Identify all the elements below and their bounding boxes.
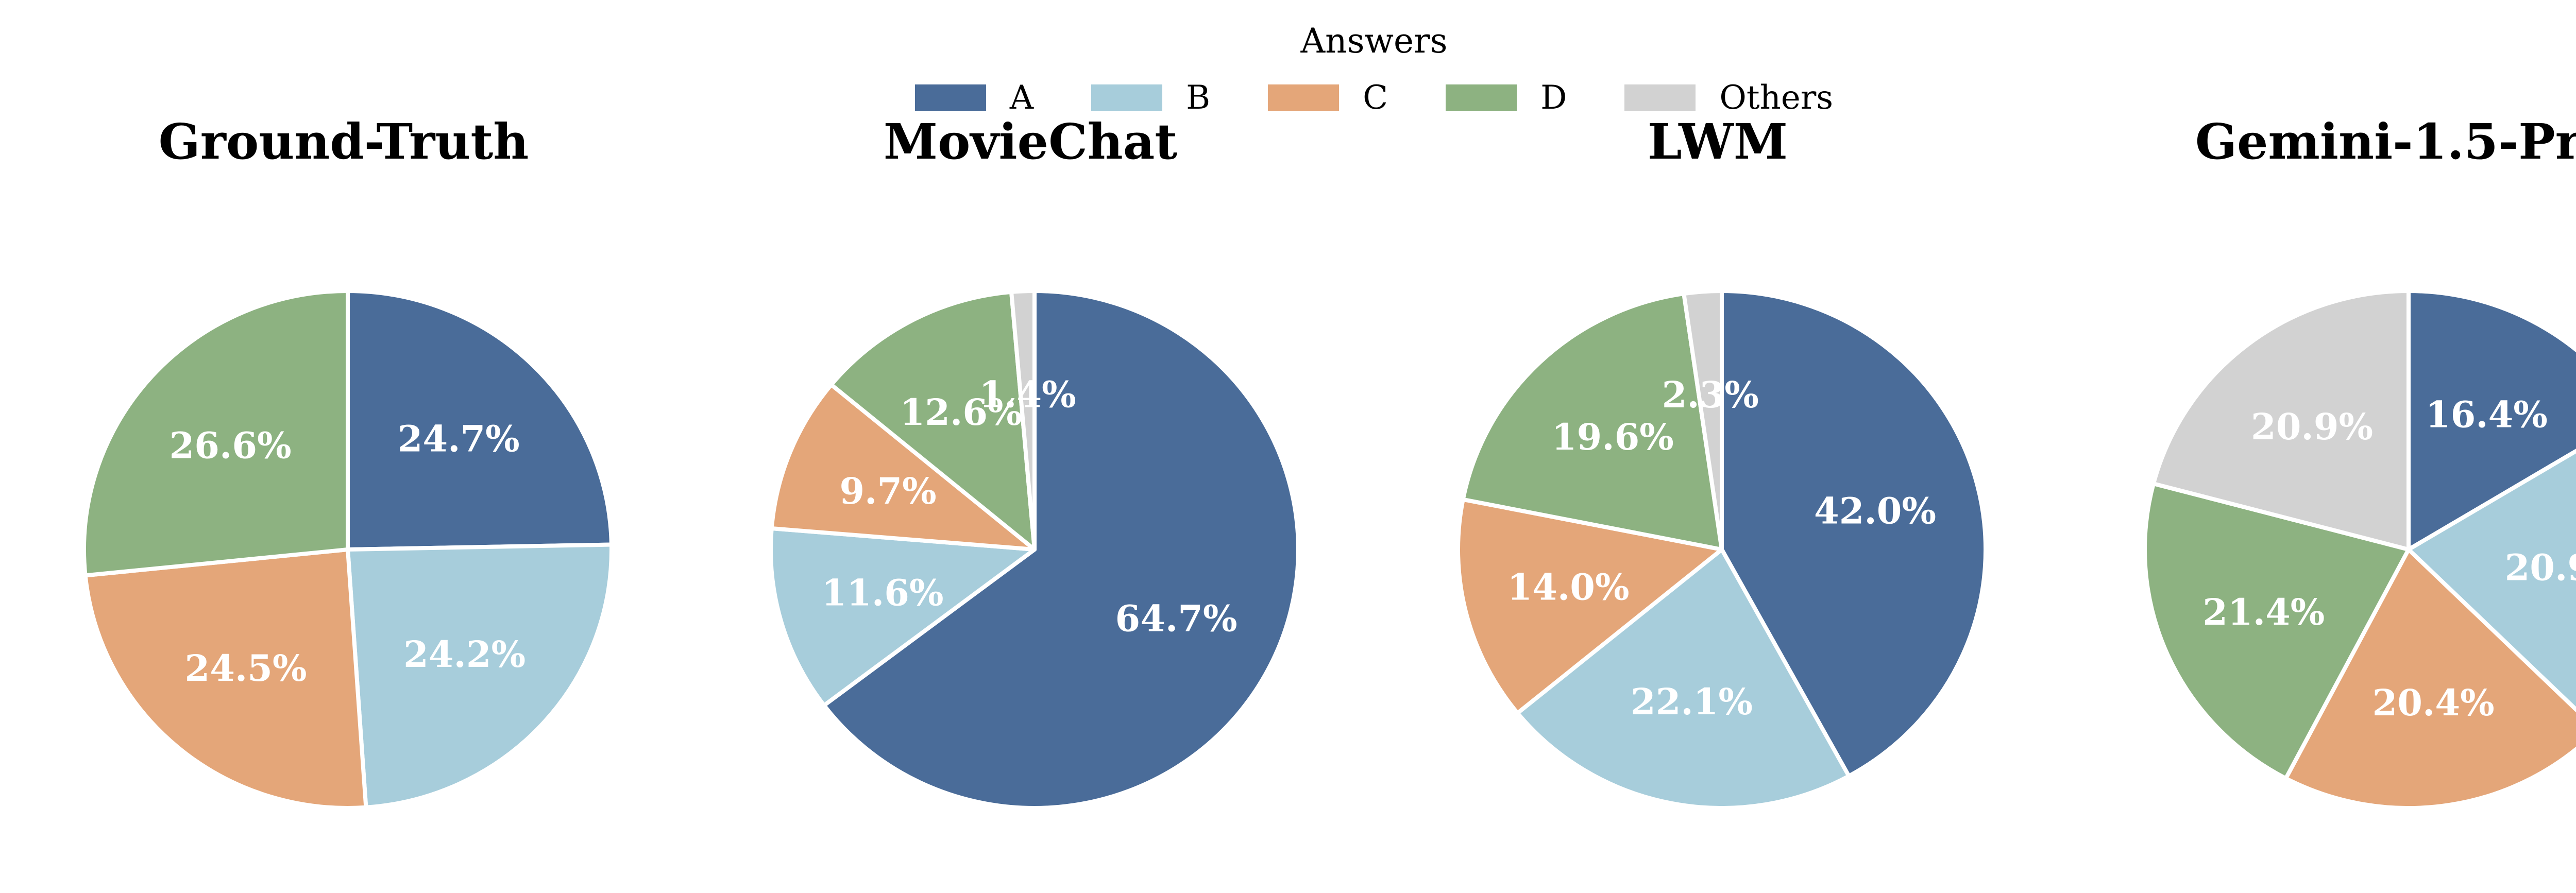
pie-slice-a — [2406, 289, 2576, 552]
legend-label-d: D — [1540, 79, 1567, 117]
pie-slice-d — [82, 289, 350, 578]
pie-slice-c — [1456, 497, 1724, 715]
pie-slice-d — [829, 289, 1037, 552]
pie-slice-a — [1720, 289, 1988, 778]
pie-slice-c — [2283, 547, 2576, 811]
pie-slice-label: 14.0% — [1507, 566, 1629, 609]
pie-slice-label: 24.7% — [398, 418, 520, 460]
legend-item-b: B — [1091, 81, 1210, 114]
pie-slice-label: 24.2% — [403, 633, 526, 676]
pie-slice-d — [1461, 291, 1724, 552]
pie-slice-label: 19.6% — [1552, 416, 1674, 458]
legend-label-b: B — [1186, 79, 1211, 117]
pie-gemini: 16.4% 20.9% 20.4% 21.4% 20.9% — [2142, 289, 2576, 811]
legend-item-a: A — [914, 79, 1034, 117]
pie-lwm: 42.0% 22.1% 14.0% 19.6%2.3% — [1456, 288, 1988, 810]
pie-slice-c — [769, 383, 1037, 552]
pie-moviechat: 64.7% 11.6% 9.7% 12.6%1.4% — [769, 288, 1300, 810]
legend-swatch-c — [1268, 84, 1340, 111]
pie-slice-label: 9.7% — [839, 470, 936, 512]
legend-label-a: A — [1009, 79, 1034, 117]
legend-swatch-b — [1091, 84, 1163, 111]
pie-slice-label: 26.6% — [170, 424, 292, 467]
legend-item-others: Others — [1624, 81, 1833, 114]
pie-slice-c — [83, 547, 368, 810]
pie-slice-label: 24.5% — [184, 647, 307, 690]
legend-swatch-a — [914, 84, 986, 111]
pie-slice-others — [1009, 288, 1037, 552]
legend-title: Answers — [1300, 21, 1448, 61]
pie-slice-b — [769, 526, 1037, 708]
pie-slice-b — [1515, 547, 1851, 810]
pie-slice-d — [2142, 482, 2411, 781]
title-moviechat: MovieChat — [883, 113, 1178, 170]
legend-swatch-others — [1624, 84, 1696, 111]
pie-slice-others — [2151, 289, 2411, 552]
pie-slice-label: 1.4% — [979, 373, 1076, 416]
pie-slice-label: 11.6% — [821, 572, 943, 614]
pie-slice-a — [346, 289, 614, 552]
legend-swatch-d — [1446, 84, 1517, 111]
title-ground-truth: Ground-Truth — [158, 113, 529, 170]
pie-slice-label: 16.4% — [2426, 393, 2548, 436]
pie-slice-label: 12.6% — [900, 391, 1022, 434]
pie-ground-truth: 24.7% 24.2% 24.5% 26.6% — [82, 289, 614, 810]
legend-label-c: C — [1363, 79, 1388, 117]
pie-slice-label: 22.1% — [1631, 680, 1753, 723]
pie-slice-label: 64.7% — [1115, 597, 1237, 640]
pie-slice-label: 21.4% — [2202, 591, 2325, 633]
pie-slice-label: 2.3% — [1662, 373, 1759, 416]
pie-slice-label: 20.4% — [2372, 681, 2495, 724]
pie-slice-a — [822, 289, 1300, 810]
legend-item-d: D — [1446, 81, 1567, 114]
pie-slice-label: 20.9% — [2505, 546, 2576, 589]
pie-slice-others — [1682, 288, 1724, 552]
pie-slice-label: 20.9% — [2251, 405, 2373, 448]
pie-slice-b — [346, 542, 614, 810]
pie-slice-label: 42.0% — [1814, 490, 1936, 533]
legend-label-others: Others — [1719, 79, 1834, 117]
pie-slice-b — [2406, 449, 2576, 713]
title-gemini: Gemini-1.5-Pro — [2195, 113, 2576, 170]
title-lwm: LWM — [1647, 113, 1788, 170]
legend: A B C D Others — [0, 81, 2576, 114]
legend-item-c: C — [1268, 81, 1388, 114]
